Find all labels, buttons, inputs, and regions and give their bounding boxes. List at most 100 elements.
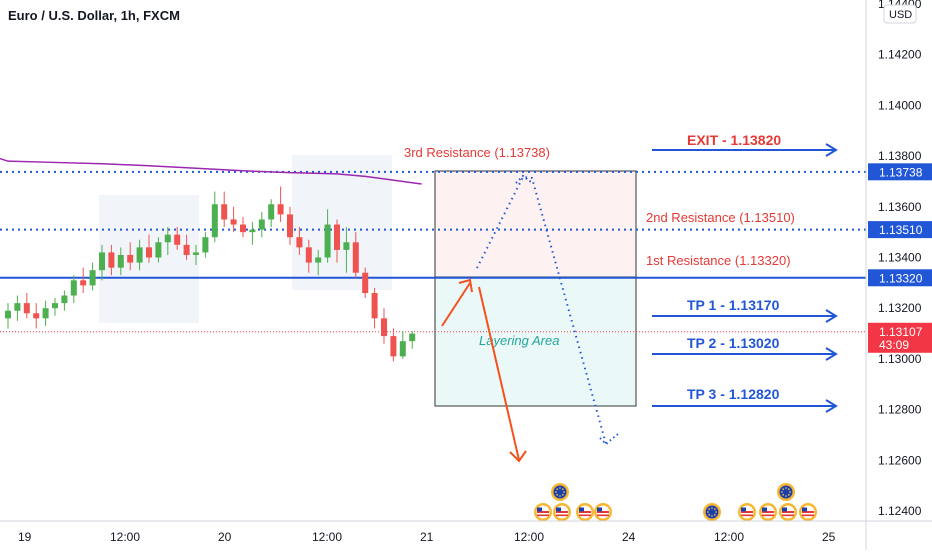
candle[interactable]	[343, 227, 350, 273]
projection-path	[476, 174, 619, 446]
candle[interactable]	[42, 300, 49, 326]
candle[interactable]	[409, 331, 416, 349]
candle[interactable]	[80, 267, 87, 293]
candle[interactable]	[70, 275, 77, 304]
candle-body	[99, 252, 105, 271]
candle-body	[146, 247, 152, 258]
candle[interactable]	[5, 303, 11, 329]
candle-body	[381, 318, 387, 337]
us-flag-icon[interactable]	[553, 503, 571, 521]
us-flag-icon[interactable]	[594, 503, 612, 521]
arrow-tp1	[652, 309, 838, 323]
candle-body	[334, 224, 340, 250]
candle[interactable]	[268, 199, 275, 228]
candle[interactable]	[33, 303, 40, 329]
candle-body	[221, 204, 228, 220]
eu-flag-icon[interactable]	[703, 503, 721, 521]
candle[interactable]	[164, 227, 171, 255]
label-tp1: TP 1 - 1.13170	[687, 297, 780, 313]
candle[interactable]	[362, 267, 369, 299]
candle[interactable]	[108, 244, 115, 276]
candle[interactable]	[352, 232, 359, 278]
candle[interactable]	[381, 308, 387, 344]
candle[interactable]	[230, 206, 237, 233]
candle[interactable]	[61, 290, 68, 311]
label-1st-resistance: 1st Resistance (1.13320)	[646, 253, 791, 268]
svg-text:1.13510: 1.13510	[879, 223, 923, 237]
candle-body	[277, 204, 284, 215]
candle[interactable]	[296, 227, 303, 255]
candle[interactable]	[183, 234, 190, 261]
consolidation-box-2	[292, 155, 392, 290]
price-tick-label: 1.14000	[878, 98, 922, 112]
candle-body	[202, 237, 209, 253]
candle[interactable]	[305, 239, 312, 273]
us-flag-icon[interactable]	[799, 503, 817, 521]
candle-body	[305, 247, 312, 263]
candle-body	[42, 308, 49, 319]
candle[interactable]	[146, 234, 152, 263]
time-tick-label: 21	[420, 530, 434, 544]
us-flag-icon[interactable]	[779, 503, 797, 521]
price-tick-label: 1.13400	[878, 251, 922, 265]
svg-text:1.13738: 1.13738	[879, 165, 923, 179]
price-axis: 1.144001.142001.140001.138001.136001.134…	[865, 0, 932, 550]
svg-text:1.13320: 1.13320	[879, 271, 923, 285]
us-flag-icon[interactable]	[534, 503, 552, 521]
candle[interactable]	[136, 239, 143, 271]
svg-text:43:09: 43:09	[879, 338, 909, 352]
candle[interactable]	[390, 328, 397, 362]
candle[interactable]	[315, 249, 322, 276]
eu-flag-icon[interactable]	[777, 483, 795, 501]
candle[interactable]	[52, 298, 58, 316]
svg-text:USD: USD	[889, 9, 912, 21]
candle-body	[33, 313, 40, 319]
price-tick-label: 1.13800	[878, 149, 922, 163]
resistance-zone	[434, 170, 637, 278]
eu-flag-icon[interactable]	[551, 483, 569, 501]
candle[interactable]	[371, 287, 378, 329]
time-tick-label: 20	[218, 530, 232, 544]
candle[interactable]	[127, 242, 134, 271]
time-tick-label: 24	[622, 530, 636, 544]
candle-body	[5, 310, 11, 319]
candle[interactable]	[174, 227, 181, 250]
candle[interactable]	[117, 247, 124, 276]
us-flag-icon[interactable]	[576, 503, 594, 521]
level-lines	[0, 170, 866, 333]
candle-body	[70, 280, 77, 296]
candle-body	[155, 242, 162, 258]
us-flag-icon[interactable]	[759, 503, 777, 521]
candle[interactable]	[23, 292, 30, 319]
candle-body	[80, 280, 87, 286]
time-tick-label: 19	[18, 530, 32, 544]
us-flag-icon[interactable]	[738, 503, 756, 521]
candle[interactable]	[155, 237, 162, 263]
time-tick-label: 25	[822, 530, 836, 544]
candle[interactable]	[221, 191, 228, 228]
currency-badge[interactable]: USD	[883, 4, 917, 24]
candle-body	[183, 244, 190, 255]
price-tick-label: 1.13000	[878, 352, 922, 366]
candle[interactable]	[14, 295, 21, 321]
candle[interactable]	[324, 209, 331, 263]
candle-body	[371, 292, 378, 319]
candle[interactable]	[211, 191, 218, 243]
candle[interactable]	[193, 244, 199, 266]
candle[interactable]	[249, 222, 256, 245]
candle[interactable]	[287, 206, 293, 245]
candle[interactable]	[240, 216, 246, 238]
time-tick-label: 12:00	[312, 530, 342, 544]
candle-body	[127, 254, 134, 263]
candle-body	[52, 303, 58, 309]
candle[interactable]	[89, 262, 96, 291]
candle[interactable]	[277, 186, 284, 223]
candle[interactable]	[202, 232, 209, 258]
candle[interactable]	[258, 211, 265, 238]
candle[interactable]	[334, 219, 340, 263]
candle[interactable]	[399, 331, 406, 359]
candle[interactable]	[99, 244, 105, 281]
